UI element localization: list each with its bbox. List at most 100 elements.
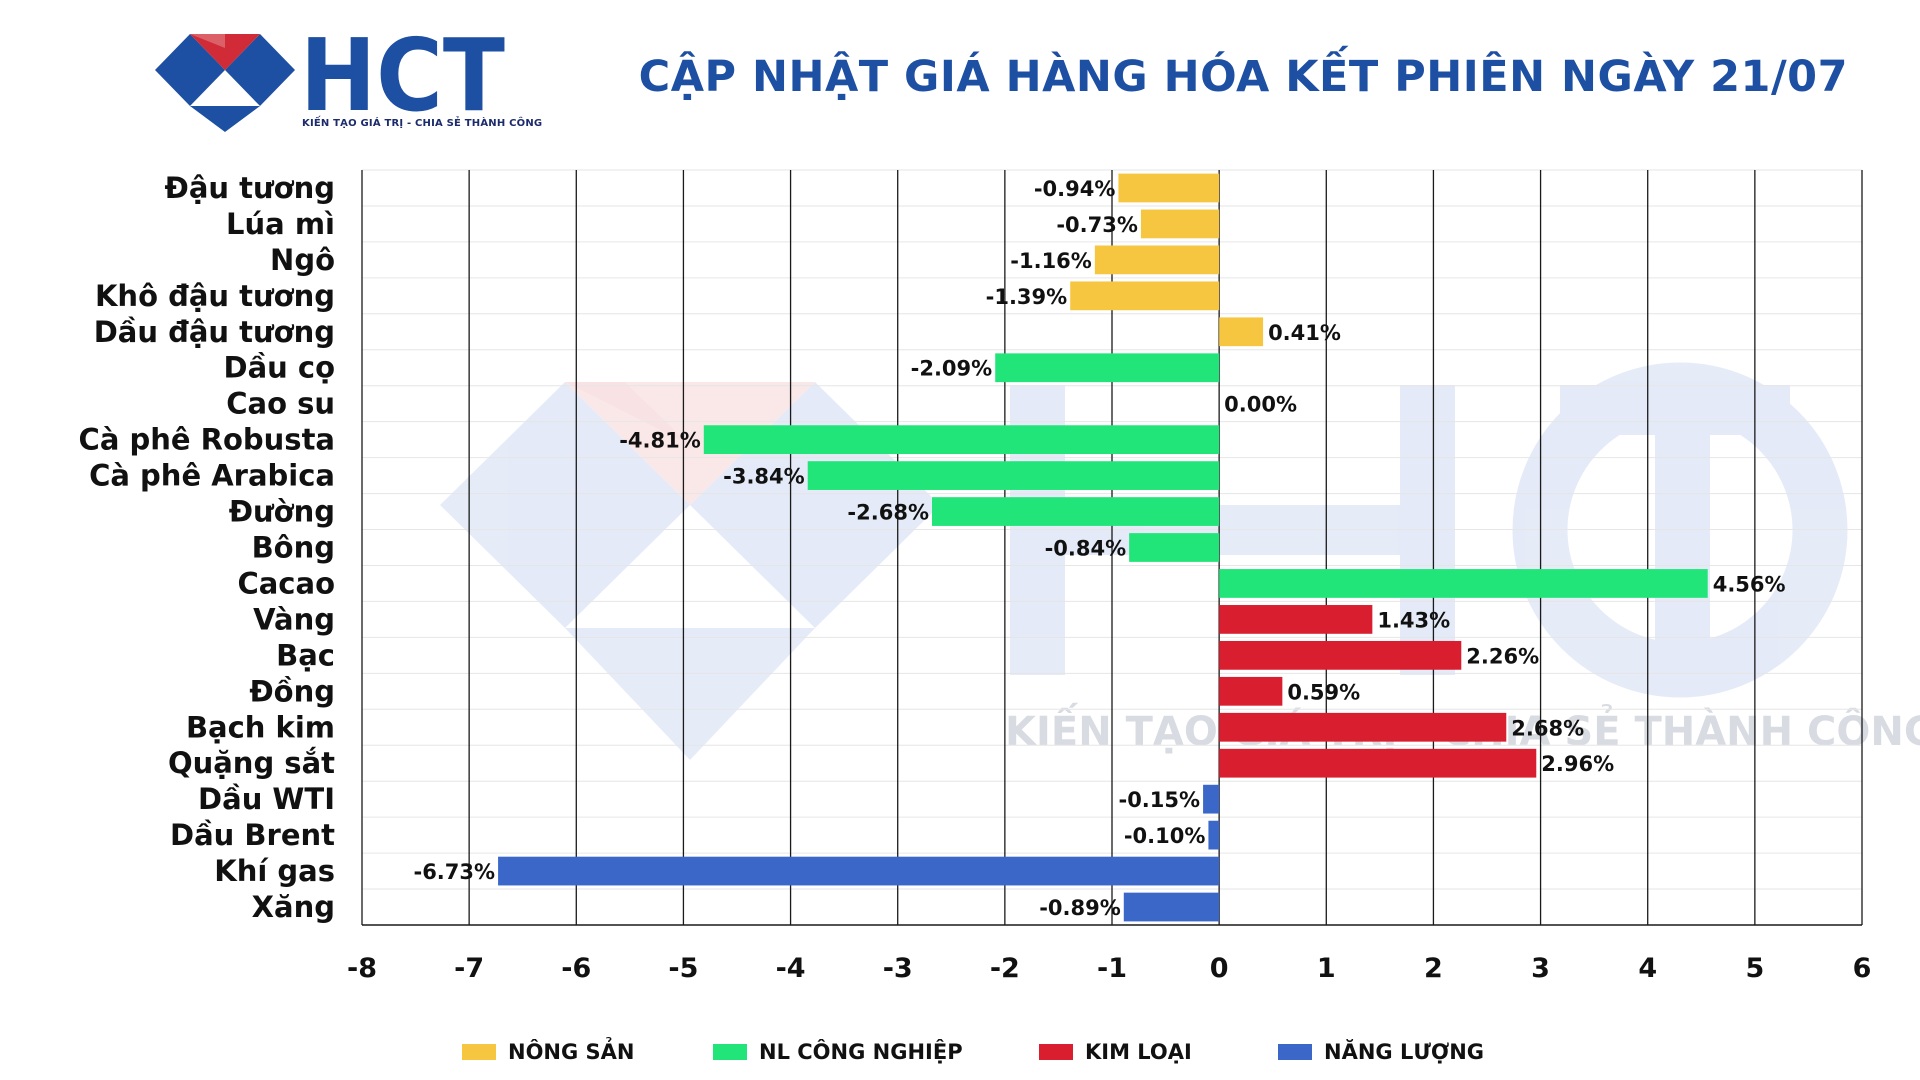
category-label: Khí gas	[214, 854, 335, 888]
legend: NÔNG SẢN NL CÔNG NGHIỆP KIM LOẠI NĂNG LƯỢNG	[0, 1040, 1920, 1070]
bar	[1219, 748, 1537, 778]
bar	[932, 497, 1220, 526]
data-label: -6.73%	[413, 860, 495, 884]
category-label: Dầu đậu tương	[94, 315, 335, 349]
category-label: Bông	[252, 531, 335, 565]
bar	[1219, 605, 1373, 634]
data-label: -1.39%	[986, 285, 1068, 309]
x-tick-label: -8	[347, 953, 377, 984]
logo-tagline: KIẾN TẠO GIÁ TRỊ - CHIA SẺ THÀNH CÔNG	[302, 118, 543, 129]
logo	[150, 28, 510, 138]
bar	[1219, 676, 1283, 706]
axis-layer: -8 -7 -6 -5 -4 -3 -2 -1 0 1 2 3 4 5 6	[347, 924, 1872, 984]
legend-swatch	[462, 1044, 496, 1060]
legend-item: KIM LOẠI	[1039, 1040, 1192, 1064]
bar	[995, 353, 1220, 383]
bar-chart: Đậu tương -0.94% Lúa mì -0.73% Ngô -1.16% Khô …	[79, 169, 1872, 984]
legend-label: KIM LOẠI	[1085, 1040, 1192, 1064]
data-label: -0.94%	[1034, 177, 1116, 201]
x-tick-label: 6	[1853, 953, 1872, 984]
category-label: Dầu Brent	[170, 818, 335, 852]
data-label: -3.84%	[723, 465, 805, 489]
category-label: Dầu WTI	[198, 782, 335, 816]
legend-item: NL CÔNG NGHIỆP	[713, 1040, 963, 1064]
page-title: CẬP NHẬT GIÁ HÀNG HÓA KẾT PHIÊN NGÀY 21/…	[638, 52, 1848, 102]
logo-text: HCT	[300, 30, 505, 115]
category-label: Cao su	[226, 387, 335, 421]
category-label: Cà phê Arabica	[89, 459, 335, 493]
x-tick-label: 0	[1210, 953, 1229, 984]
category-label: Vàng	[253, 602, 335, 636]
legend-item: NĂNG LƯỢNG	[1278, 1040, 1484, 1064]
legend-label: NĂNG LƯỢNG	[1324, 1040, 1485, 1064]
legend-swatch	[713, 1044, 747, 1060]
x-tick-label: -3	[883, 953, 913, 984]
x-tick-label: 4	[1638, 953, 1657, 984]
legend-label: NL CÔNG NGHIỆP	[759, 1040, 963, 1064]
category-label: Xăng	[252, 890, 335, 924]
data-label: 2.68%	[1511, 716, 1584, 740]
category-label: Đường	[229, 495, 335, 529]
data-label: 2.96%	[1541, 752, 1614, 776]
bar	[1219, 640, 1462, 670]
x-tick-label: -1	[1097, 953, 1127, 984]
category-label: Dầu cọ	[224, 351, 336, 385]
data-label: -0.10%	[1124, 824, 1206, 848]
bar	[1140, 209, 1220, 239]
legend-swatch	[1039, 1044, 1073, 1060]
data-label: -0.89%	[1039, 896, 1121, 920]
x-tick-label: -6	[561, 953, 591, 984]
bar	[1219, 317, 1264, 347]
category-label: Cacao	[237, 566, 335, 600]
x-tick-label: 2	[1424, 953, 1443, 984]
bar	[1219, 569, 1708, 598]
data-label: -2.68%	[847, 501, 929, 525]
data-label: 1.43%	[1377, 608, 1450, 632]
bar	[1070, 281, 1220, 311]
legend-item: NÔNG SẢN	[462, 1040, 635, 1064]
data-label: 2.26%	[1466, 644, 1539, 668]
bar	[703, 425, 1220, 455]
data-label: -0.84%	[1045, 537, 1127, 561]
category-label: Quặng sắt	[168, 746, 335, 780]
data-label: -0.73%	[1056, 213, 1138, 237]
legend-label: NÔNG SẢN	[508, 1040, 635, 1064]
data-label: 4.56%	[1713, 572, 1786, 596]
logo-wordmark: HCT	[300, 30, 505, 115]
legend-swatch	[1278, 1044, 1312, 1060]
x-tick-label: -5	[668, 953, 698, 984]
bar-layer	[498, 173, 1708, 922]
bar	[498, 856, 1220, 886]
category-label: Đồng	[249, 674, 335, 708]
x-tick-label: 3	[1531, 953, 1550, 984]
data-label: 0.00%	[1224, 393, 1297, 417]
data-label: 0.41%	[1268, 321, 1341, 345]
category-label: Bạch kim	[186, 710, 335, 744]
data-label: -1.16%	[1010, 249, 1092, 273]
x-tick-label: -2	[990, 953, 1020, 984]
bar	[1118, 173, 1220, 203]
category-label: Ngô	[270, 243, 335, 277]
x-tick-label: 5	[1745, 953, 1764, 984]
category-label: Bạc	[276, 638, 335, 672]
bar	[807, 461, 1220, 490]
bar	[1219, 712, 1507, 742]
category-label: Cà phê Robusta	[79, 423, 335, 457]
bar	[1129, 533, 1220, 562]
logo-mark	[155, 34, 295, 132]
data-label: 0.59%	[1287, 680, 1360, 704]
category-label: Đậu tương	[165, 171, 335, 205]
x-tick-label: -4	[776, 953, 806, 984]
label-layer: Đậu tương -0.94% Lúa mì -0.73% Ngô -1.16% Khô …	[79, 171, 1786, 924]
x-tick-label: 1	[1317, 953, 1336, 984]
bar	[1208, 820, 1220, 850]
data-label: -4.81%	[619, 429, 701, 453]
x-tick-label: -7	[454, 953, 484, 984]
bar	[1094, 245, 1220, 275]
category-label: Khô đậu tương	[95, 279, 335, 313]
data-label: -2.09%	[911, 357, 993, 381]
category-label: Lúa mì	[226, 207, 335, 241]
bar	[1203, 784, 1220, 814]
bar	[1123, 892, 1220, 922]
data-label: -0.15%	[1118, 788, 1200, 812]
